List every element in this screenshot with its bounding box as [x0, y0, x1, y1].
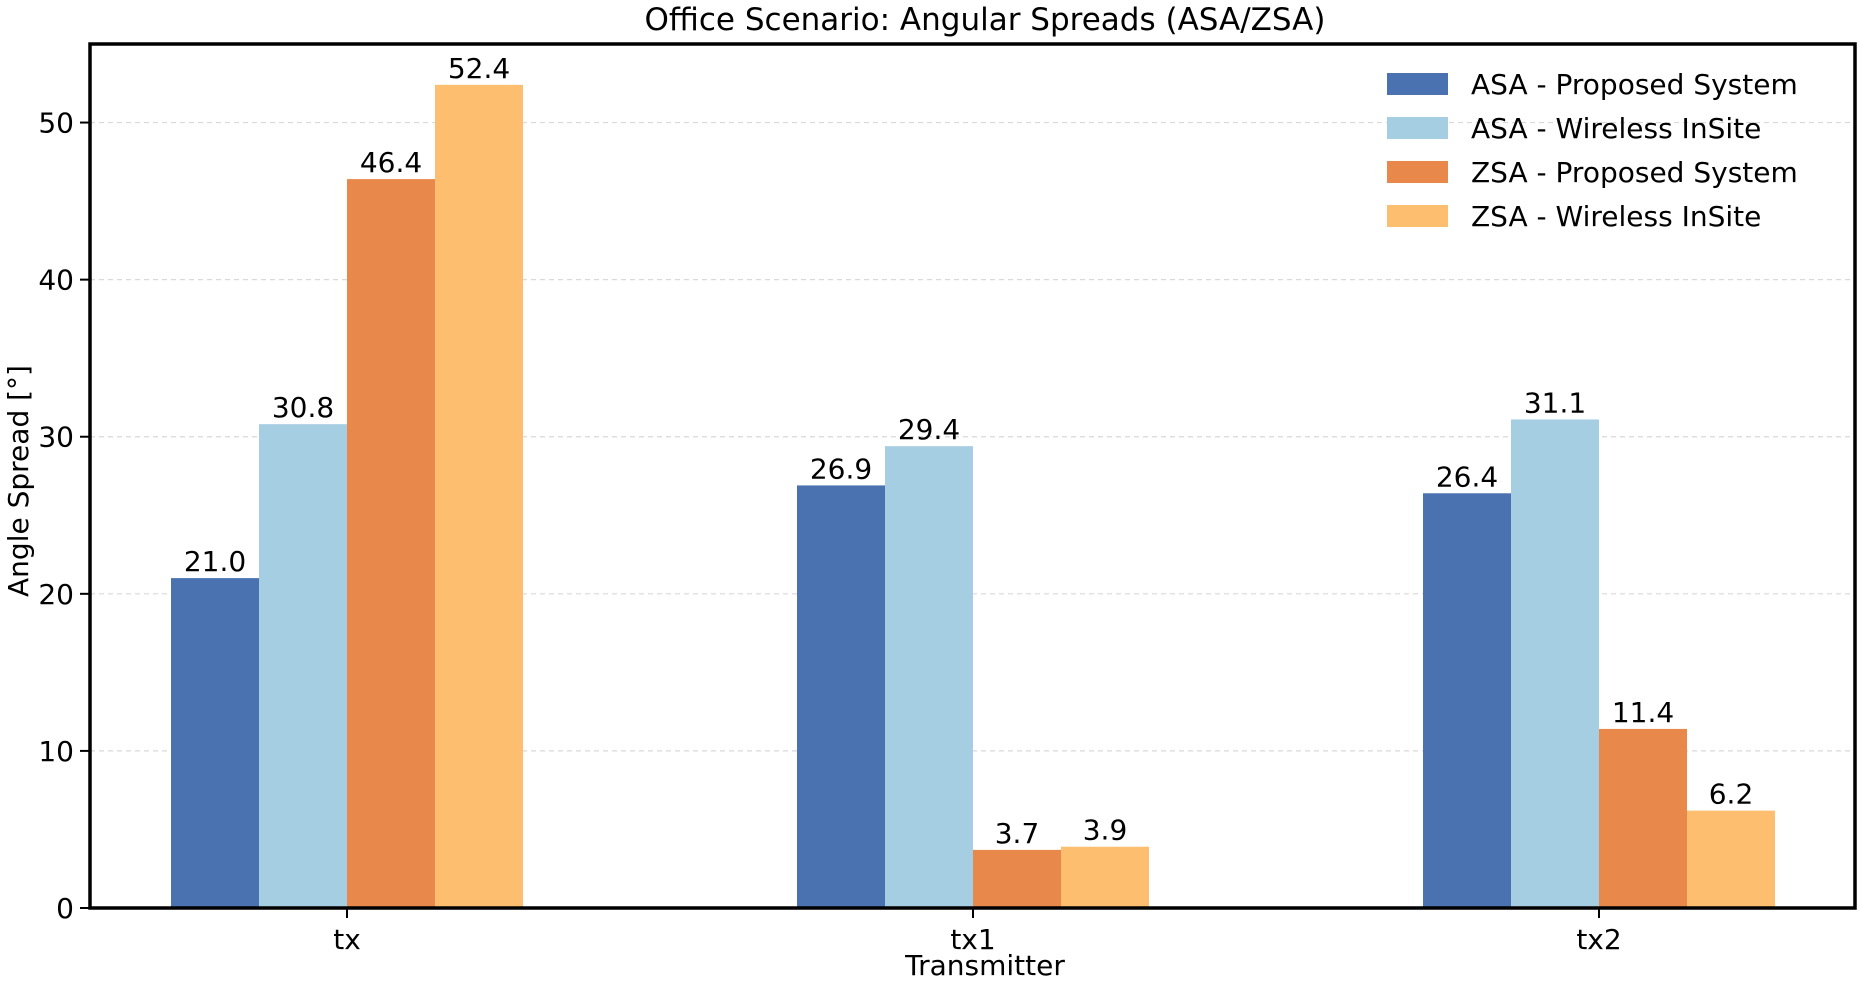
- bar-value-label: 3.7: [995, 817, 1040, 850]
- x-tick-label: tx2: [1576, 923, 1621, 956]
- x-tick-label: tx1: [950, 923, 995, 956]
- bar-value-label: 3.9: [1083, 814, 1128, 847]
- bar: [1423, 493, 1511, 908]
- x-axis-label: Transmitter: [904, 949, 1065, 981]
- y-axis-label: Angle Spread [°]: [2, 365, 35, 597]
- legend-swatch: [1387, 205, 1448, 227]
- legend-swatch: [1387, 117, 1448, 139]
- legend-entry: ASA - Wireless InSite: [1471, 112, 1761, 145]
- x-tick-label: tx: [333, 923, 361, 956]
- bar: [885, 446, 973, 908]
- bar: [1599, 728, 1687, 908]
- bar-value-label: 11.4: [1612, 696, 1674, 729]
- bar-value-label: 26.4: [1436, 460, 1498, 493]
- bar-value-label: 30.8: [272, 391, 334, 424]
- data-labels: 21.0 30.8 46.4 52.4 26.9 29.4 3.7 3.9 26.4 31.1 11…: [184, 52, 1753, 850]
- y-tick-label: 40: [38, 264, 74, 297]
- bar: [1061, 846, 1149, 908]
- legend-entry: ASA - Proposed System: [1471, 68, 1798, 101]
- y-tick-label: 0: [56, 892, 74, 925]
- y-tick-label: 30: [38, 421, 74, 454]
- y-tick-label: 10: [38, 735, 74, 768]
- bar: [171, 578, 259, 908]
- bar-value-label: 46.4: [360, 146, 422, 179]
- bar: [347, 179, 435, 909]
- legend: ASA - Proposed System ASA - Wireless InSi…: [1387, 68, 1798, 233]
- bar: [435, 84, 523, 909]
- y-axis-ticks: 0 10 20 30 40 50: [38, 107, 90, 925]
- bar: [797, 485, 885, 908]
- bar: [1511, 419, 1599, 908]
- chart-title: Office Scenario: Angular Spreads (ASA/ZS…: [645, 2, 1326, 38]
- bar: [1687, 810, 1775, 908]
- y-tick-label: 20: [38, 578, 74, 611]
- bars: [171, 84, 1775, 909]
- bar-value-label: 52.4: [448, 52, 510, 85]
- bar: [259, 424, 347, 908]
- bar-value-label: 26.9: [810, 452, 872, 485]
- legend-entry: ZSA - Proposed System: [1471, 156, 1798, 189]
- bar-value-label: 31.1: [1524, 386, 1586, 419]
- legend-swatch: [1387, 161, 1448, 183]
- bar-value-label: 29.4: [898, 413, 960, 446]
- y-tick-label: 50: [38, 107, 74, 140]
- bar-value-label: 6.2: [1709, 778, 1754, 811]
- x-axis-ticks: tx tx1 tx2: [333, 908, 1622, 956]
- legend-entry: ZSA - Wireless InSite: [1471, 200, 1761, 233]
- bar-value-label: 21.0: [184, 545, 246, 578]
- bar: [973, 849, 1061, 908]
- legend-swatch: [1387, 73, 1448, 95]
